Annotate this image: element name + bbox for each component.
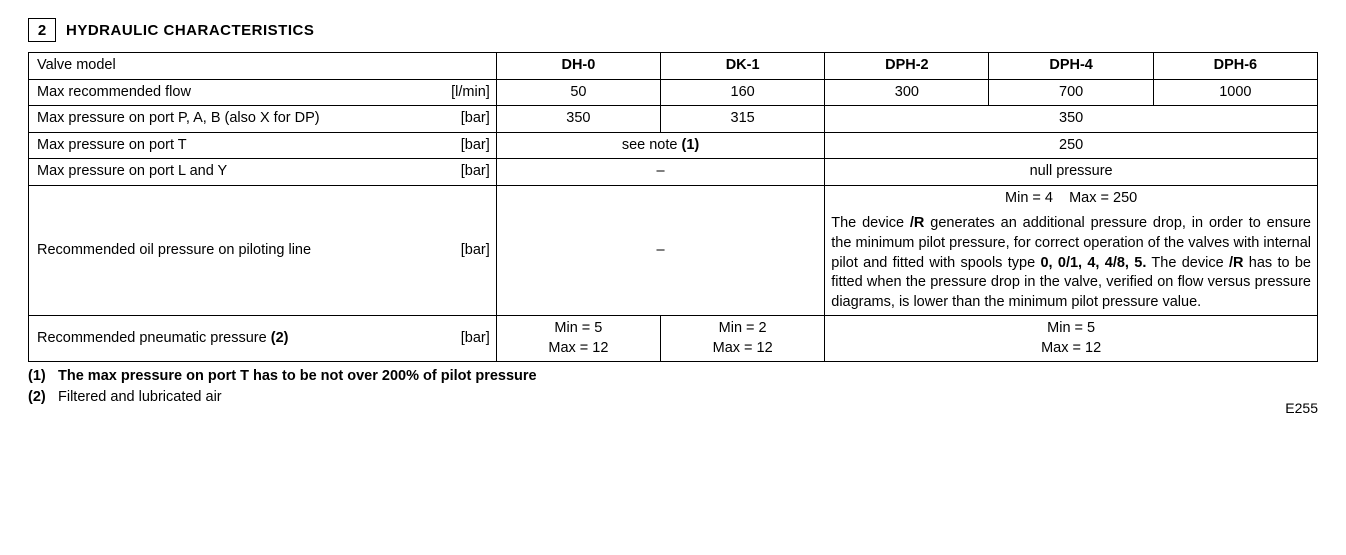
footnotes: (1) The max pressure on port T has to be… — [28, 366, 1318, 408]
section-number: 2 — [38, 22, 46, 39]
row-max-p-t: Max pressure on port T [bar] see note (1… — [29, 132, 1318, 159]
header-dph2: DPH-2 — [825, 53, 989, 80]
rec-oil-topline: Min = 4 Max = 250 — [831, 189, 1311, 209]
header-valve-model-unit — [424, 53, 497, 80]
val-max-p-t-right: 250 — [825, 132, 1318, 159]
label-rec-oil: Recommended oil pressure on piloting lin… — [29, 185, 424, 315]
footnote-2: (2) Filtered and lubricated air — [28, 387, 1318, 408]
label-rec-pneu: Recommended pneumatic pressure (2) — [29, 316, 424, 362]
pneu-dk1-max: Max = 12 — [667, 339, 818, 359]
val-max-flow-dph2: 300 — [825, 79, 989, 106]
pneu-dph-max: Max = 12 — [831, 339, 1311, 359]
val-max-flow-dk1: 160 — [661, 79, 825, 106]
footnote-2-num: (2) — [28, 387, 58, 408]
val-max-flow-dh0: 50 — [496, 79, 660, 106]
rec-oil-p3b: /R — [1229, 255, 1244, 271]
val-rec-oil-left: – — [496, 185, 824, 315]
rec-oil-p2b: 0, 0/1, 4, 4/8, 5. — [1040, 255, 1146, 271]
footnote-1-text: The max pressure on port T has to be not… — [58, 366, 537, 387]
row-max-p-pab: Max pressure on port P, A, B (also X for… — [29, 106, 1318, 133]
pneu-dh0-max: Max = 12 — [503, 339, 654, 359]
val-max-p-pab-dh0: 350 — [496, 106, 660, 133]
label-max-p-t: Max pressure on port T — [29, 132, 424, 159]
pneu-dph-min: Min = 5 — [831, 319, 1311, 339]
label-max-p-ly: Max pressure on port L and Y — [29, 159, 424, 186]
rec-oil-p3: The device — [1146, 255, 1229, 271]
header-dph4: DPH-4 — [989, 53, 1153, 80]
val-max-p-ly-right: null pressure — [825, 159, 1318, 186]
unit-max-p-t: [bar] — [424, 132, 497, 159]
label-max-flow: Max recommended flow — [29, 79, 424, 106]
unit-max-p-pab: [bar] — [424, 106, 497, 133]
footnote-2-text: Filtered and lubricated air — [58, 387, 222, 408]
label-rec-pneu-bold: (2) — [271, 330, 289, 346]
row-max-p-ly: Max pressure on port L and Y [bar] – nul… — [29, 159, 1318, 186]
row-rec-oil: Recommended oil pressure on piloting lin… — [29, 185, 1318, 315]
val-rec-oil-right: Min = 4 Max = 250 The device /R generate… — [825, 185, 1318, 315]
val-rec-pneu-dph: Min = 5 Max = 12 — [825, 316, 1318, 362]
unit-rec-pneu: [bar] — [424, 316, 497, 362]
pneu-dh0-min: Min = 5 — [503, 319, 654, 339]
section-title: HYDRAULIC CHARACTERISTICS — [66, 22, 314, 39]
see-note-pre: see note — [622, 137, 682, 153]
header-valve-model: Valve model — [29, 53, 424, 80]
unit-max-flow: [l/min] — [424, 79, 497, 106]
table-header-row: Valve model DH-0 DK-1 DPH-2 DPH-4 DPH-6 — [29, 53, 1318, 80]
header-dh0: DH-0 — [496, 53, 660, 80]
unit-max-p-ly: [bar] — [424, 159, 497, 186]
footnote-1-num: (1) — [28, 366, 58, 387]
val-max-flow-dph6: 1000 — [1153, 79, 1317, 106]
val-max-p-pab-dph: 350 — [825, 106, 1318, 133]
characteristics-table: Valve model DH-0 DK-1 DPH-2 DPH-4 DPH-6 … — [28, 52, 1318, 362]
section-header: 2 HYDRAULIC CHARACTERISTICS — [28, 18, 1318, 42]
val-max-p-pab-dk1: 315 — [661, 106, 825, 133]
rec-oil-p1: The device — [831, 215, 910, 231]
header-dph6: DPH-6 — [1153, 53, 1317, 80]
pneu-dk1-min: Min = 2 — [667, 319, 818, 339]
val-max-flow-dph4: 700 — [989, 79, 1153, 106]
label-max-p-pab: Max pressure on port P, A, B (also X for… — [29, 106, 424, 133]
page-code: E255 — [1285, 400, 1318, 416]
val-rec-pneu-dk1: Min = 2 Max = 12 — [661, 316, 825, 362]
val-max-p-t-left: see note (1) — [496, 132, 824, 159]
see-note-bold: (1) — [681, 137, 699, 153]
val-rec-pneu-dh0: Min = 5 Max = 12 — [496, 316, 660, 362]
label-rec-pneu-pre: Recommended pneumatic pressure — [37, 330, 271, 346]
val-max-p-ly-left: – — [496, 159, 824, 186]
section-number-box: 2 — [28, 18, 56, 42]
header-dk1: DK-1 — [661, 53, 825, 80]
row-max-flow: Max recommended flow [l/min] 50 160 300 … — [29, 79, 1318, 106]
rec-oil-p1b: /R — [910, 215, 925, 231]
footnote-1: (1) The max pressure on port T has to be… — [28, 366, 1318, 387]
unit-rec-oil: [bar] — [424, 185, 497, 315]
row-rec-pneu: Recommended pneumatic pressure (2) [bar]… — [29, 316, 1318, 362]
